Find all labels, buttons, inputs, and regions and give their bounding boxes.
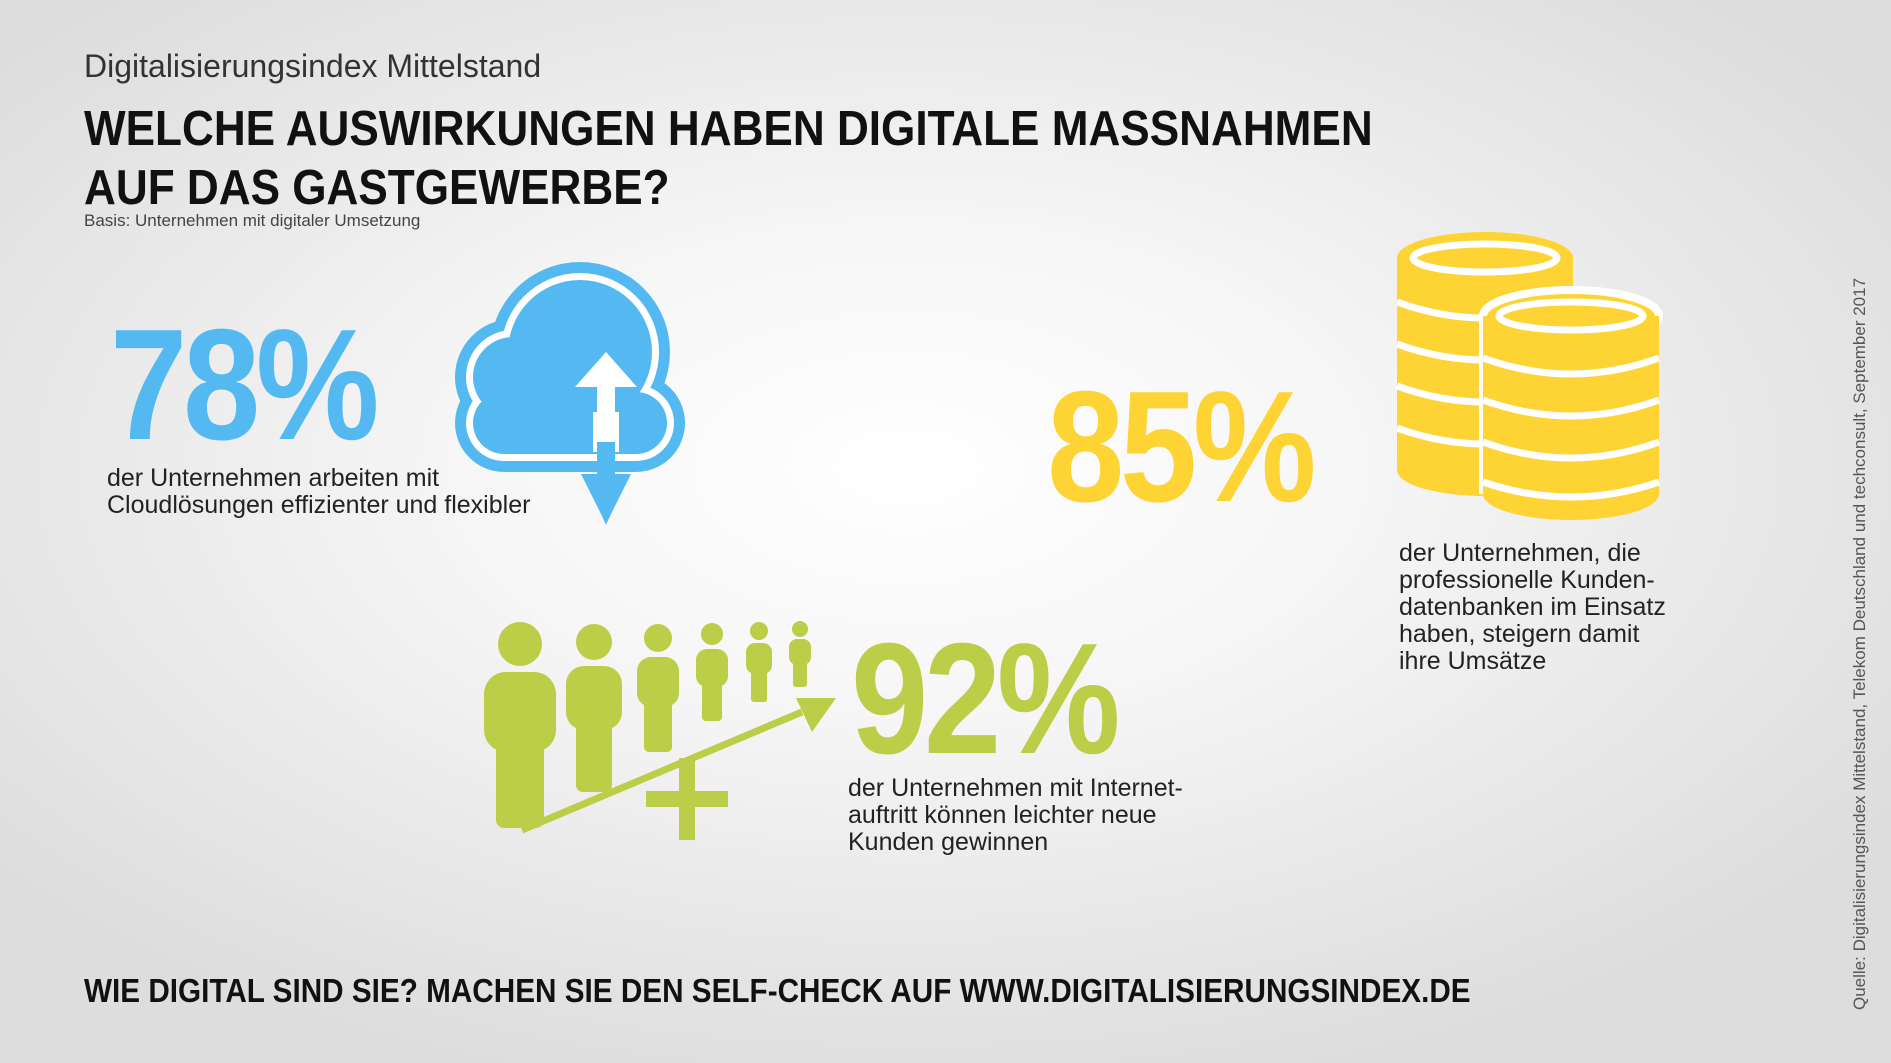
people-growth-icon (484, 621, 836, 840)
database-description: der Unternehmen, die professionelle Kund… (1399, 540, 1666, 675)
self-check-call-to-action: WIE DIGITAL SIND SIE? MACHEN SIE DEN SEL… (84, 972, 1471, 1009)
cloud-description: der Unternehmen arbeiten mit Cloudlösung… (107, 465, 530, 519)
database-description-line-4: haben, steigern damit (1399, 620, 1640, 648)
cloud-description-line-1: der Unternehmen arbeiten mit (107, 464, 440, 492)
database-description-line-3: datenbanken im Einsatz (1399, 593, 1666, 621)
internet-description-line-1: der Unternehmen mit Internet- (848, 774, 1183, 802)
coin-stacks-icon (1395, 232, 1663, 520)
page-title: WELCHE AUSWIRKUNGEN HABEN DIGITALE MASSN… (84, 100, 1373, 218)
cloud-percentage: 78% (110, 297, 379, 473)
database-description-line-5: ihre Umsätze (1399, 647, 1547, 675)
database-description-line-1: der Unternehmen, die (1399, 539, 1641, 567)
source-note: Quelle: Digitalisierungsindex Mittelstan… (1850, 277, 1869, 1010)
internet-percentage: 92% (851, 611, 1120, 787)
database-description-line-2: professionelle Kunden- (1399, 566, 1655, 594)
internet-description: der Unternehmen mit Internet- auftritt k… (848, 775, 1183, 856)
page-title-line-1: WELCHE AUSWIRKUNGEN HABEN DIGITALE MASSN… (84, 102, 1373, 156)
subtitle: Digitalisierungsindex Mittelstand (84, 48, 542, 84)
basis-note: Basis: Unternehmen mit digitaler Umsetzu… (84, 211, 421, 230)
database-percentage: 85% (1047, 359, 1316, 535)
internet-description-line-2: auftritt können leichter neue (848, 801, 1157, 829)
cloud-upload-download-icon (455, 262, 685, 525)
internet-description-line-3: Kunden gewinnen (848, 828, 1049, 856)
cloud-description-line-2: Cloudlösungen effizienter und flexibler (107, 491, 531, 519)
page-title-line-2: AUF DAS GASTGEWERBE? (84, 161, 670, 215)
